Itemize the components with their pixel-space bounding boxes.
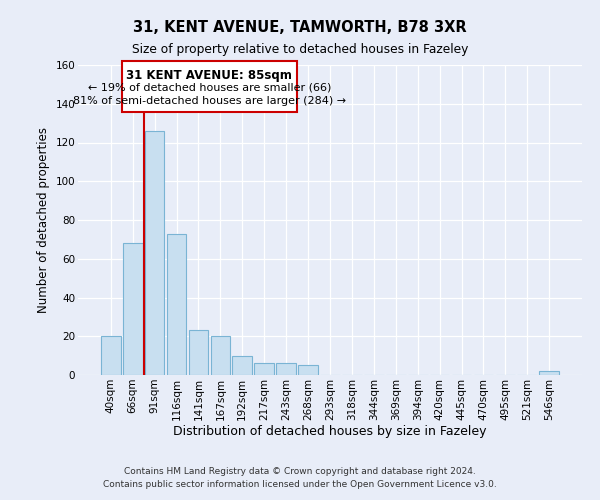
Bar [232,356,252,375]
Y-axis label: Number of detached properties: Number of detached properties [37,127,50,313]
Text: Contains public sector information licensed under the Open Government Licence v3: Contains public sector information licen… [103,480,497,489]
Bar [539,371,559,375]
Text: 81% of semi-detached houses are larger (284) →: 81% of semi-detached houses are larger (… [73,96,346,106]
Bar [188,330,208,375]
FancyBboxPatch shape [122,61,297,112]
Bar [298,366,318,375]
Text: ← 19% of detached houses are smaller (66): ← 19% of detached houses are smaller (66… [88,82,331,92]
Text: Contains HM Land Registry data © Crown copyright and database right 2024.: Contains HM Land Registry data © Crown c… [124,467,476,476]
Text: 31, KENT AVENUE, TAMWORTH, B78 3XR: 31, KENT AVENUE, TAMWORTH, B78 3XR [133,20,467,35]
Bar [254,364,274,375]
X-axis label: Distribution of detached houses by size in Fazeley: Distribution of detached houses by size … [173,426,487,438]
Text: 31 KENT AVENUE: 85sqm: 31 KENT AVENUE: 85sqm [127,69,292,82]
Bar [145,131,164,375]
Text: Size of property relative to detached houses in Fazeley: Size of property relative to detached ho… [132,42,468,56]
Bar [123,244,143,375]
Bar [276,364,296,375]
Bar [211,336,230,375]
Bar [167,234,187,375]
Bar [101,336,121,375]
